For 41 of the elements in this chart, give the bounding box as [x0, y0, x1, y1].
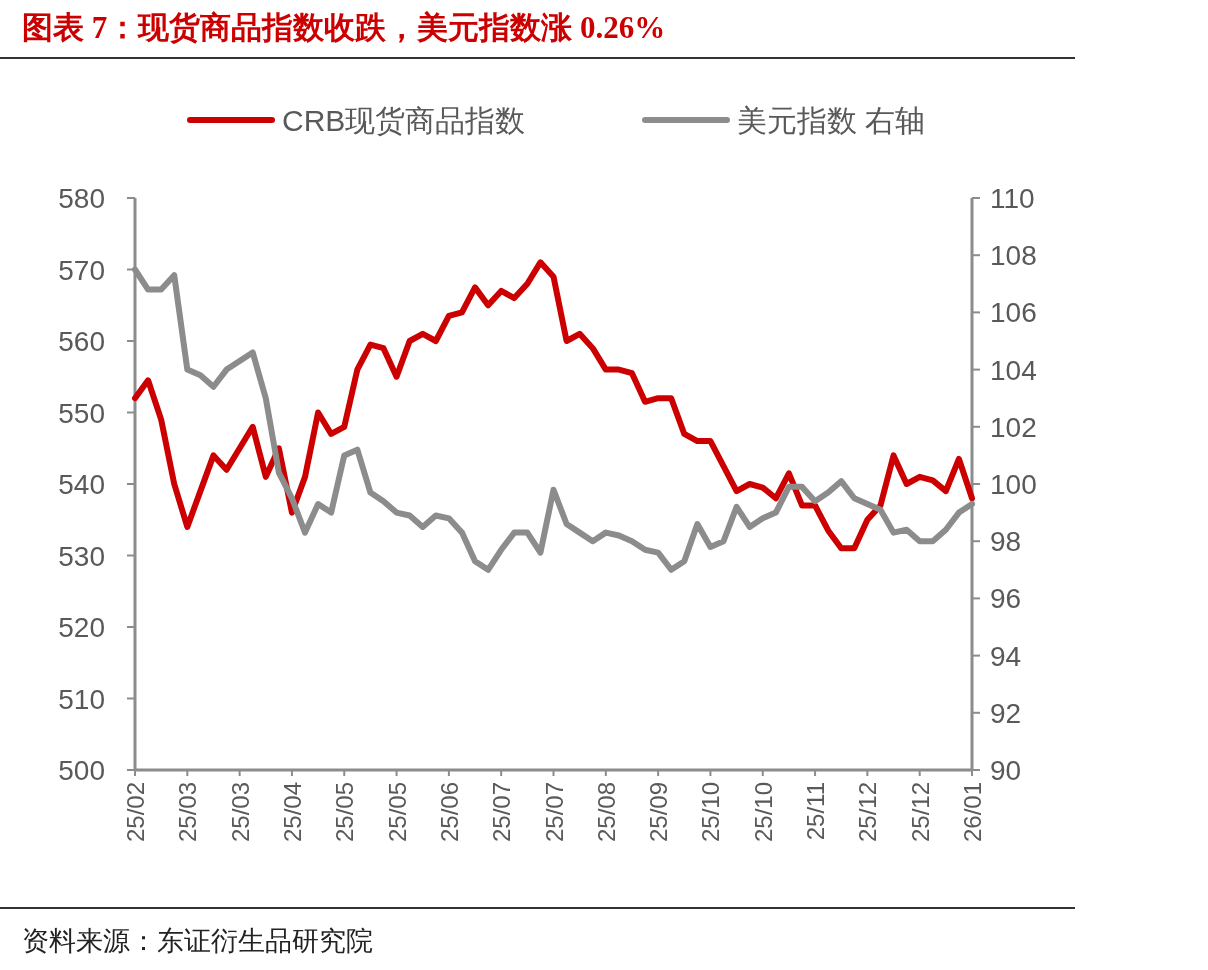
y-tick-label: 520 [58, 612, 105, 643]
x-tick-label: 25/05 [331, 782, 359, 843]
x-tick-label: 25/11 [802, 782, 830, 841]
y2-tick-label: 94 [990, 640, 1022, 672]
y2-tick-label: 98 [990, 526, 1022, 558]
y-tick-label: 550 [58, 397, 105, 429]
x-tick-label: 25/03 [174, 782, 202, 843]
y-tick-label: 580 [58, 183, 105, 214]
legend-label: CRB现货商品指数 [282, 104, 526, 137]
x-tick-label: 25/12 [854, 782, 882, 843]
legend-label: 美元指数 右轴 [737, 104, 926, 137]
y2-tick-label: 90 [990, 755, 1022, 786]
x-tick-label: 25/07 [488, 782, 516, 843]
x-tick-label: 26/01 [959, 782, 986, 843]
x-tick-label: 25/09 [645, 782, 673, 843]
y2-tick-label: 92 [990, 697, 1022, 729]
y-tick-label: 560 [58, 326, 105, 357]
x-tick-label: 25/02 [122, 782, 149, 843]
x-tick-label: 25/05 [383, 782, 411, 843]
annotation: 资料来源：东证衍生品研究院 [22, 926, 373, 956]
x-tick-label: 25/10 [749, 782, 777, 843]
y-tick-label: 530 [58, 540, 105, 572]
x-tick-label: 25/07 [540, 782, 568, 843]
x-tick-label: 25/04 [278, 782, 306, 843]
y-tick-label: 500 [58, 755, 105, 786]
y2-tick-label: 100 [990, 469, 1037, 500]
y2-tick-label: 96 [990, 583, 1022, 615]
x-tick-label: 25/08 [592, 782, 620, 843]
x-tick-label: 25/03 [226, 782, 254, 843]
y2-tick-label: 104 [990, 354, 1037, 386]
x-tick-label: 25/12 [906, 782, 934, 843]
y-tick-label: 570 [58, 254, 105, 286]
y2-tick-label: 108 [990, 240, 1037, 272]
y-tick-label: 510 [58, 683, 105, 715]
x-tick-label: 25/06 [435, 782, 463, 843]
y2-tick-label: 102 [990, 411, 1037, 443]
title: 图表 7：现货商品指数收跌，美元指数涨 0.26% [22, 10, 666, 45]
x-tick-label: 25/10 [697, 782, 725, 843]
y-tick-label: 540 [58, 469, 105, 500]
y2-tick-label: 110 [990, 183, 1035, 214]
y2-tick-label: 106 [990, 297, 1037, 329]
